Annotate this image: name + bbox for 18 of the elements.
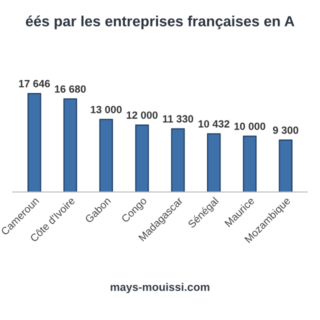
bar — [63, 98, 78, 192]
bar — [28, 92, 42, 192]
chart-title: éés par les entreprises françaises en A — [26, 16, 294, 30]
bar — [207, 133, 221, 192]
data-label: 16 680 — [54, 85, 86, 93]
bar — [135, 124, 149, 192]
text: mays-mouissi.com — [110, 282, 210, 294]
bar — [242, 136, 257, 192]
data-label: 12 000 — [126, 111, 158, 119]
data-label: 10 000 — [234, 122, 266, 130]
data-label: 9 300 — [272, 126, 298, 134]
bar — [99, 118, 113, 192]
data-label: 17 646 — [19, 80, 50, 88]
bar — [171, 128, 185, 192]
data-label: 10 432 — [198, 120, 230, 128]
data-label: 11 330 — [162, 115, 194, 123]
bar — [278, 140, 292, 192]
data-label: 13 000 — [90, 106, 122, 114]
